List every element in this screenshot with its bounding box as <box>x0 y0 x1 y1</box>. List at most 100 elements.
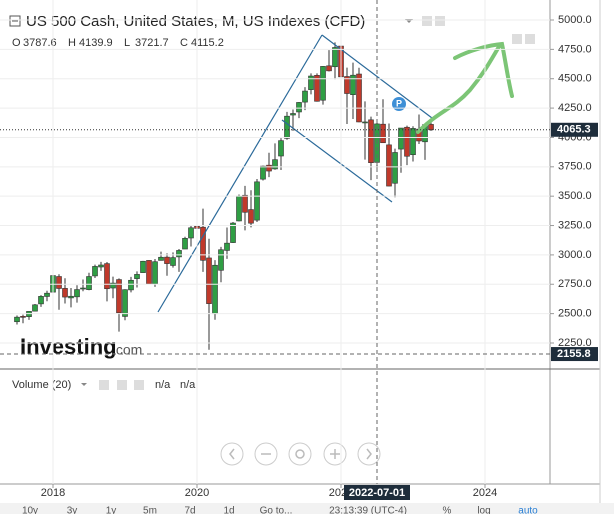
candle-body <box>200 226 206 261</box>
reset[interactable] <box>288 442 312 466</box>
collapse-icon[interactable] <box>9 15 21 27</box>
chart-title: US 500 Cash, United States, M, US Indexe… <box>26 13 365 30</box>
candle-body <box>86 276 92 290</box>
trend-lines <box>157 34 433 313</box>
candle-body <box>320 66 326 101</box>
candle-body <box>176 250 182 258</box>
x-tick-label: 2024 <box>473 487 497 499</box>
x-tick-label: 2020 <box>185 487 209 499</box>
candle-body <box>284 115 290 139</box>
toolbar-item[interactable]: 7d <box>184 506 195 514</box>
candle-body <box>68 295 74 299</box>
event-icon[interactable] <box>392 97 406 111</box>
scroll-right[interactable] <box>357 442 381 466</box>
candle-body <box>266 164 272 172</box>
volume-value: n/a <box>155 379 171 391</box>
ohlc-value: 4115.2 <box>191 37 224 49</box>
glyph <box>229 448 235 460</box>
y-tick-label: 4500.0 <box>558 73 592 85</box>
marker-label: 2155.8 <box>557 348 591 360</box>
eye-icon[interactable] <box>99 380 109 390</box>
candle-body <box>302 90 308 103</box>
candle-body <box>188 227 194 239</box>
nav-buttons <box>220 442 381 466</box>
candle-body <box>410 128 416 156</box>
crosshair-box <box>344 485 410 500</box>
settings-icon[interactable] <box>117 380 127 390</box>
toolbar-item[interactable]: Go to... <box>260 506 293 514</box>
crosshair-label: 2022-07-01 <box>349 487 405 499</box>
candle-body <box>116 279 122 314</box>
volume-label: Volume (20) <box>12 379 71 391</box>
toolbar-item[interactable]: 3y <box>67 506 78 514</box>
glyph <box>330 449 340 459</box>
ohlc-value: 4139.9 <box>79 37 113 49</box>
y-tick-label: 3250.0 <box>558 219 592 231</box>
y-tick-label: 5000.0 <box>558 14 592 26</box>
toolbar-item[interactable]: auto <box>518 506 538 514</box>
candle-body <box>44 292 50 297</box>
scroll-left[interactable] <box>220 442 244 466</box>
candle-body <box>62 288 68 298</box>
y-tick-label: 3750.0 <box>558 161 592 173</box>
y-tick-label: 3000.0 <box>558 249 592 261</box>
toolbar-item: 23:13:39 (UTC-4) <box>329 506 407 514</box>
glyph <box>366 448 372 460</box>
y-tick-label: 3500.0 <box>558 190 592 202</box>
candle-body <box>128 279 134 291</box>
candle-body <box>242 194 248 213</box>
candle-body <box>344 76 350 94</box>
candle-body <box>170 257 176 266</box>
candle-body <box>326 65 332 72</box>
candle-body <box>260 165 266 180</box>
toolbar-item[interactable]: 1y <box>106 506 117 514</box>
candle-body <box>386 144 392 187</box>
down-icon[interactable] <box>512 34 522 44</box>
candle-body <box>392 152 398 184</box>
dropdown-arrow[interactable] <box>81 383 87 386</box>
candle-body <box>332 47 338 68</box>
candle-body <box>134 274 140 279</box>
toolbar-item[interactable]: 1d <box>223 506 234 514</box>
candle-body <box>254 181 260 221</box>
trend-line <box>321 34 433 119</box>
candle-body <box>146 260 152 285</box>
candle-body <box>380 123 386 144</box>
hand-drawn-arrow <box>416 41 514 134</box>
candle-body <box>236 195 242 222</box>
y-tick-label: 2750.0 <box>558 278 592 290</box>
candle-body <box>314 75 320 102</box>
up-icon[interactable] <box>525 34 535 44</box>
candle-body <box>104 263 110 290</box>
last-price-box <box>551 122 598 137</box>
settings-icon[interactable] <box>435 16 445 26</box>
ohlc-value: 3721.7 <box>135 37 169 49</box>
volume-value: n/a <box>180 379 196 391</box>
toolbar-item[interactable]: 10y <box>22 506 38 514</box>
candle-body <box>290 113 296 116</box>
candle-body <box>356 73 362 123</box>
candle-body <box>218 249 224 271</box>
close-icon[interactable] <box>134 380 144 390</box>
candle-body <box>152 261 158 285</box>
trend-line <box>157 34 323 313</box>
toolbar-item[interactable]: % <box>443 506 452 514</box>
candle-body <box>428 124 434 131</box>
y-tick-label: 2250.0 <box>558 337 592 349</box>
event-icon-letter: P <box>396 98 402 108</box>
toolbar-item[interactable]: log <box>477 506 490 514</box>
glyph <box>295 449 305 459</box>
candle-body <box>32 304 38 312</box>
candle-body <box>212 264 218 315</box>
candle-body <box>182 238 188 250</box>
candle-body <box>56 276 62 289</box>
ohlc-readout: O 3787.6 H 4139.9 L 3721.7 C 4115.2 <box>12 37 224 49</box>
toolbar-item[interactable]: 5m <box>143 506 157 514</box>
candle-body <box>230 222 236 243</box>
watermark-suffix: .com <box>112 342 142 358</box>
candle-body <box>224 242 230 251</box>
candle-body <box>98 264 104 268</box>
eye-icon[interactable] <box>422 16 432 26</box>
